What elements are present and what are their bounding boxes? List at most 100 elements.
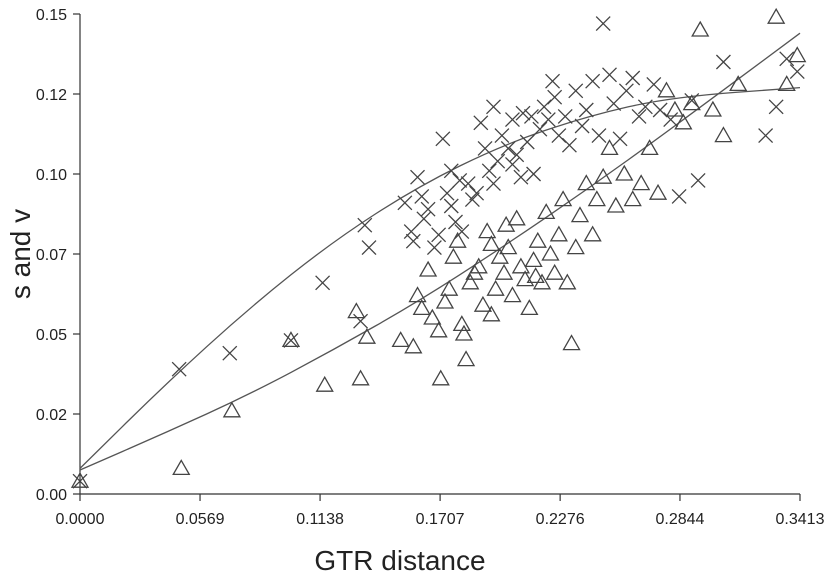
triangle-point [404, 337, 423, 354]
triangle-point [549, 225, 568, 242]
triangle-point [448, 231, 467, 248]
cross-point [420, 201, 436, 217]
triangle-point [490, 247, 509, 264]
cross-point [557, 108, 573, 124]
y-tick-label: 0.12 [36, 87, 67, 104]
cross-point [551, 128, 567, 144]
cross-point [568, 83, 584, 99]
triangle-point [587, 190, 606, 207]
triangle-point [570, 206, 590, 223]
triangle-point [499, 238, 518, 255]
triangle-point [456, 350, 476, 367]
cross-point [477, 140, 493, 156]
cross-point [578, 102, 594, 118]
triangle-point [431, 369, 450, 386]
cross-point [526, 166, 542, 182]
cross-point [637, 99, 653, 115]
cross-point [500, 140, 516, 156]
triangle-point [482, 235, 501, 252]
triangle-point [553, 190, 573, 207]
triangle-point [788, 46, 807, 63]
triangle-point [615, 164, 634, 181]
cross-point [612, 131, 628, 147]
triangle-point [600, 139, 619, 156]
cross-point [509, 147, 525, 163]
cross-point [443, 198, 459, 214]
y-tick-label: 0.15 [36, 7, 67, 24]
cross-point [283, 332, 299, 348]
y-tick-label: 0.02 [36, 407, 67, 424]
cross-point [602, 67, 617, 83]
x-tick-label: 0.1707 [416, 511, 465, 528]
fit-line-triangle [79, 32, 801, 471]
cross-point [460, 176, 476, 192]
cross-point [768, 99, 784, 115]
cross-point [652, 102, 668, 118]
triangle-point [423, 308, 442, 325]
cross-point [536, 99, 552, 115]
triangle-point [729, 75, 748, 92]
cross-point [574, 118, 590, 134]
triangle-point [497, 215, 516, 232]
triangle-point [507, 209, 526, 226]
triangle-point [347, 302, 366, 319]
cross-point [545, 73, 561, 89]
cross-point [439, 185, 455, 201]
triangle-point [222, 401, 242, 418]
cross-point [486, 176, 501, 192]
cross-point [625, 70, 641, 86]
y-axis-title: s and v [5, 209, 36, 299]
triangle-point [520, 299, 539, 316]
cross-point [414, 188, 430, 204]
triangle-point [482, 305, 501, 322]
triangle-point [577, 174, 596, 191]
cross-point [690, 172, 706, 188]
triangle-point [478, 222, 497, 239]
cross-point [591, 128, 607, 144]
triangle-point [562, 334, 581, 351]
triangle-point [357, 327, 377, 344]
triangle-point [566, 238, 585, 255]
triangle-point [452, 315, 471, 332]
cross-point [469, 185, 485, 201]
cross-point [515, 105, 531, 121]
fit-lines [79, 32, 801, 471]
cross-point [357, 217, 373, 233]
triangle-point [528, 231, 547, 248]
cross-point [606, 96, 622, 112]
cross-point [631, 108, 647, 124]
cross-point [663, 112, 679, 128]
triangle-point [524, 251, 543, 268]
data-points [70, 7, 807, 489]
triangle-point [632, 174, 651, 191]
cross-point [519, 134, 535, 150]
x-tick-label: 0.2844 [655, 511, 704, 528]
cross-point [171, 361, 187, 377]
cross-point [595, 16, 611, 32]
cross-point [361, 240, 377, 256]
cross-point [523, 108, 539, 124]
triangle-point [623, 190, 642, 207]
cross-point [646, 76, 662, 92]
triangle-point [691, 20, 710, 37]
triangle-point [473, 295, 493, 312]
triangle-point [777, 75, 796, 92]
cross-point [505, 112, 520, 128]
cross-point [315, 275, 331, 291]
triangle-point [545, 263, 564, 280]
cross-point [473, 115, 489, 131]
triangle-point [583, 225, 602, 242]
triangle-point [674, 113, 693, 130]
triangle-point [537, 203, 556, 220]
triangle-point [606, 196, 625, 213]
cross-point [513, 169, 529, 185]
x-tick-label: 0.2276 [536, 511, 585, 528]
cross-point [618, 83, 634, 99]
triangle-point [315, 375, 334, 392]
cross-point [671, 188, 687, 204]
triangle-point [516, 270, 535, 287]
cross-point [448, 214, 463, 230]
y-tick-label: 0.00 [36, 487, 67, 504]
triangle-point [703, 100, 722, 117]
triangle-point [541, 244, 560, 261]
